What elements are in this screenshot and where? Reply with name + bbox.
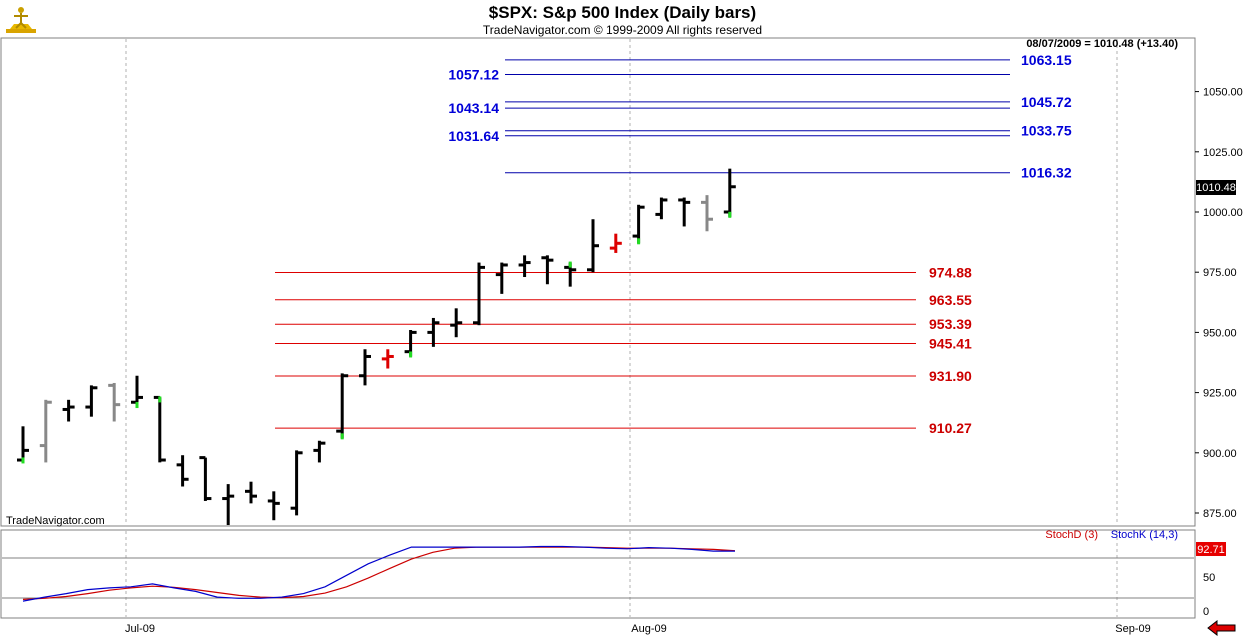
ohlc-bars (17, 168, 736, 526)
y-tick-label: 1050.00 (1203, 87, 1243, 99)
red-left-arrow-icon[interactable] (1207, 620, 1237, 636)
price-panel-frame (0, 37, 1196, 527)
ohlc-bar (85, 385, 98, 417)
stochd-line (22, 546, 736, 600)
oscillator-panel-frame (0, 529, 1196, 619)
ohlc-bar (153, 395, 166, 463)
support-label: 910.27 (929, 420, 972, 436)
resistance-label: 1057.12 (448, 66, 499, 82)
y-tick-label: 925.00 (1203, 388, 1237, 400)
ohlc-bar (541, 255, 554, 285)
support-label: 931.90 (929, 368, 972, 384)
ohlc-bar (404, 329, 417, 358)
resistance-label: 1045.72 (1021, 94, 1072, 110)
resistance-label: 1063.15 (1021, 52, 1072, 68)
price-y-axis: 875.00 900.00 925.00 950.00 975.00 1000.00 102… (1195, 87, 1243, 520)
support-label: 963.55 (929, 292, 972, 308)
ohlc-bar (381, 349, 394, 369)
osc-tick-50: 50 (1203, 572, 1215, 584)
ohlc-bar (222, 484, 235, 526)
x-axis-label: Jul-09 (125, 623, 155, 635)
resistance-label: 1016.32 (1021, 165, 1072, 181)
stochk-line (22, 545, 735, 602)
ohlc-bar (587, 219, 599, 273)
date-x-axis: Jul-09 Aug-09 Sep-09 (125, 623, 1151, 635)
y-tick-label: 950.00 (1203, 327, 1237, 339)
ohlc-bar (655, 197, 668, 220)
support-label: 974.88 (929, 264, 972, 280)
ohlc-bar (108, 382, 121, 422)
stochastic-oscillator (2, 545, 1194, 602)
y-tick-label: 900.00 (1203, 448, 1237, 460)
ohlc-bar (473, 262, 485, 326)
ohlc-bar (336, 373, 349, 440)
ohlc-bar (62, 399, 75, 422)
ohlc-bar (564, 261, 577, 287)
copyright-subtitle: TradeNavigator.com © 1999-2009 All right… (482, 23, 763, 37)
ohlc-bar (632, 204, 645, 245)
x-axis-label: Sep-09 (1115, 623, 1150, 635)
ohlc-bar (17, 426, 29, 464)
oscillator-value-tag-text: 92.71 (1197, 544, 1225, 556)
price-levels: 1063.15 1057.12 1045.72 1043.14 1033.75 1031.… (275, 52, 1072, 436)
y-tick-label: 875.00 (1203, 508, 1237, 520)
ohlc-bar (267, 491, 280, 521)
ohlc-bar (290, 450, 303, 516)
resistance-label: 1043.14 (448, 100, 499, 116)
gridlines (125, 39, 1118, 617)
ohlc-bar (678, 197, 691, 227)
ohlc-bar (131, 375, 143, 409)
resistance-label: 1033.75 (1021, 123, 1072, 139)
stochk-legend: StochK (14,3) (1111, 529, 1178, 541)
x-axis-label: Aug-09 (631, 623, 666, 635)
watermark-text: TradeNavigator.com (6, 515, 105, 527)
y-tick-label: 975.00 (1203, 267, 1237, 279)
chart-title: $SPX: S&p 500 Index (Daily bars) (488, 3, 757, 22)
support-label: 953.39 (929, 316, 972, 332)
osc-tick-0: 0 (1203, 606, 1209, 618)
ohlc-bar (39, 399, 52, 463)
y-tick-label: 1025.00 (1203, 147, 1243, 159)
stochd-legend: StochD (3) (1045, 529, 1098, 541)
last-quote-text: 08/07/2009 = 1010.48 (+13.40) (1026, 38, 1178, 50)
resistance-label: 1031.64 (448, 128, 499, 144)
y-tick-label: 1000.00 (1203, 207, 1243, 219)
ohlc-bar (518, 255, 531, 278)
ohlc-bar (199, 456, 212, 501)
oscillator-value-tag (1196, 542, 1226, 556)
ohlc-bar (245, 481, 257, 504)
last-price-tag (1196, 180, 1236, 195)
ohlc-bar (701, 195, 713, 232)
ohlc-bar (450, 308, 463, 338)
ohlc-bar (176, 455, 189, 487)
ohlc-bar (723, 168, 736, 218)
ohlc-bar (609, 233, 622, 253)
ohlc-bar (495, 262, 508, 294)
chart-header: $SPX: S&p 500 Index (Daily bars) TradeNa… (0, 0, 1245, 38)
support-label: 945.41 (929, 335, 972, 351)
ohlc-bar (427, 317, 440, 347)
trader-logo-icon (6, 7, 36, 33)
last-price-tag-text: 1010.48 (1196, 182, 1236, 194)
ohlc-bar (313, 440, 326, 463)
ohlc-bar (359, 349, 371, 386)
